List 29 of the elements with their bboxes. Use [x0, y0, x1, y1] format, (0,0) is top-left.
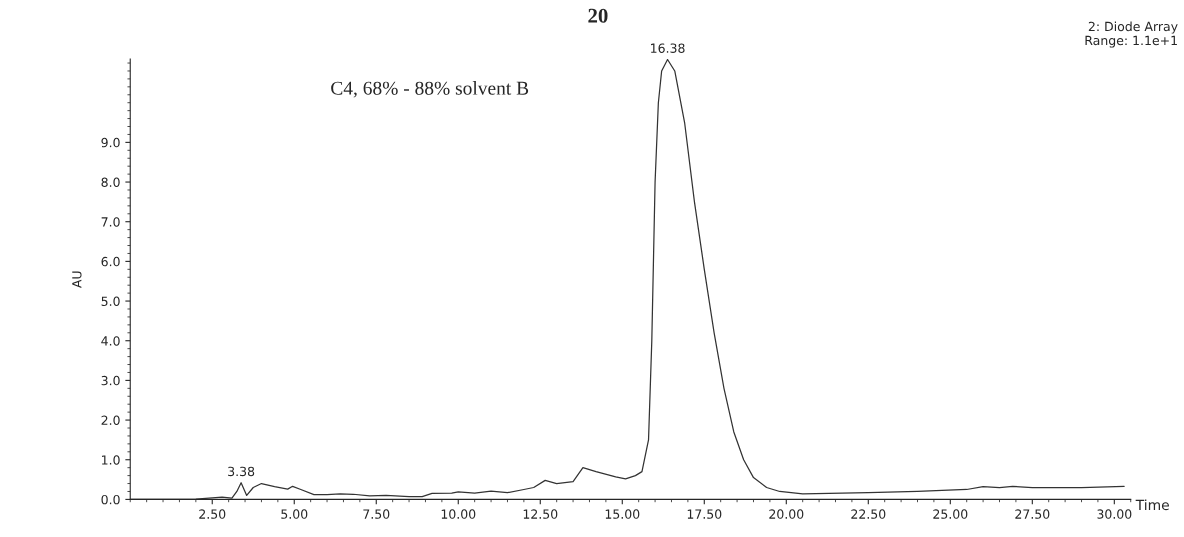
x-tick-label: 2.50 [199, 509, 226, 519]
y-tick-label: 0.0 [101, 494, 120, 505]
x-tick-label: 17.50 [687, 509, 722, 519]
y-tick-label: 9.0 [101, 137, 120, 148]
x-tick-label: 10.00 [441, 509, 476, 519]
x-tick-label: 30.00 [1097, 509, 1132, 519]
y-tick-label: 6.0 [101, 256, 120, 267]
chart-title: 20 [588, 8, 608, 23]
y-tick-label: 7.0 [101, 217, 120, 227]
x-tick-label: 15.00 [605, 509, 640, 519]
y-tick-label: 5.0 [101, 296, 120, 306]
x-tick-label: 7.50 [363, 509, 390, 519]
x-tick-label: 20.00 [769, 509, 804, 519]
y-tick-label: 4.0 [101, 336, 120, 346]
x-tick-label: 12.50 [523, 509, 558, 519]
annotation: C4, 68% - 88% solvent B [331, 81, 529, 98]
x-tick-label: 5.00 [281, 509, 308, 519]
text: 2: Diode Array Range: 1.1e+1 [1085, 21, 1178, 48]
y-axis-title: AU [72, 271, 82, 288]
annotation: 16.38 [651, 43, 685, 53]
y-tick-label: 3.0 [101, 375, 120, 386]
x-tick-label: 22.50 [851, 509, 886, 519]
y-tick-label: 8.0 [101, 177, 120, 187]
y-tick-label: 1.0 [102, 455, 120, 465]
y-tick-label: 2.0 [101, 415, 120, 425]
x-axis-title: Time [1135, 499, 1169, 511]
x-tick-label: 27.50 [1015, 509, 1050, 519]
x-tick-label: 25.00 [933, 509, 968, 519]
annotation: 3.38 [228, 466, 255, 477]
